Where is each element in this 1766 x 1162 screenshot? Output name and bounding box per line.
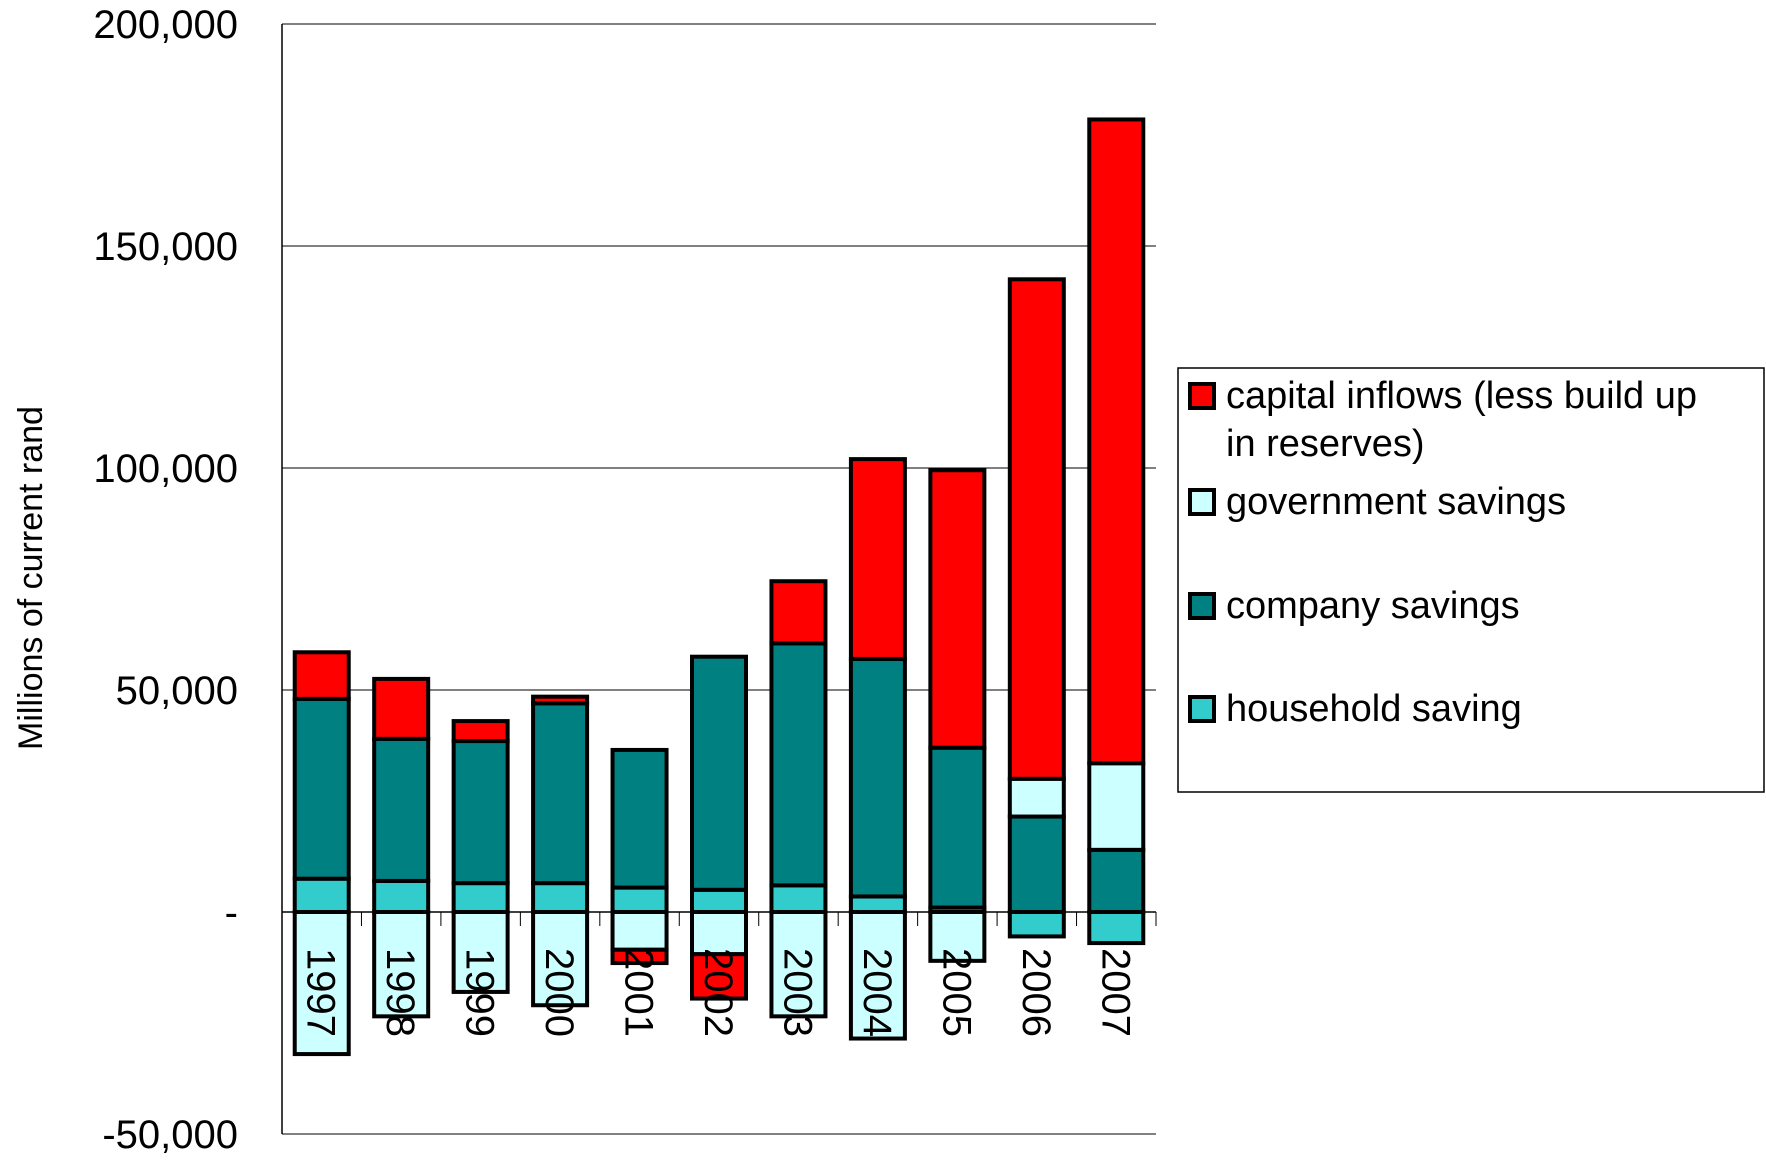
bar-segment-capital-1997 xyxy=(292,650,351,701)
bar-segment-government-2006 xyxy=(1007,776,1066,819)
bar-segment-company-2005 xyxy=(928,745,987,910)
bar-segment-capital-2003 xyxy=(769,579,828,646)
x-category-label-2004: 2004 xyxy=(855,948,899,1037)
y-axis-tick-labels: 200,000 150,000 100,000 50,000 - -50,000 xyxy=(93,3,238,1157)
bar-segment-company-2000 xyxy=(531,701,590,886)
bar-segment-company-2002 xyxy=(690,654,748,892)
x-category-label-2007: 2007 xyxy=(1093,948,1137,1037)
bar-segment-capital-1999 xyxy=(451,719,510,744)
bar-segment-household-2006 xyxy=(1007,910,1066,939)
x-axis-category-labels: 1997 1998 1999 2000 2001 2002 2003 2004 2005 2006… xyxy=(299,948,1138,1037)
legend-swatch-2 xyxy=(1188,592,1216,620)
legend-label-3: household saving xyxy=(1226,688,1522,730)
x-category-label-2003: 2003 xyxy=(775,948,819,1037)
bar-segment-capital-2000 xyxy=(531,694,590,706)
bar-segment-government-1999 xyxy=(451,910,510,994)
legend-box xyxy=(1177,367,1765,793)
legend-label-0-line2: in reserves) xyxy=(1226,423,1425,465)
x-category-label-2000: 2000 xyxy=(537,948,581,1037)
x-category-label-2002: 2002 xyxy=(696,948,740,1037)
legend-swatch-3 xyxy=(1188,695,1216,723)
bar-segment-household-2001 xyxy=(610,885,669,915)
bar-segment-capital-2001 xyxy=(610,947,669,966)
bar-segment-household-1999 xyxy=(451,881,510,915)
y-tick-label-0: 200,000 xyxy=(93,3,238,47)
bar-segment-government-2005 xyxy=(928,910,987,963)
bar-segment-capital-2007 xyxy=(1087,117,1146,766)
legend-label-1: government savings xyxy=(1226,481,1566,523)
bar-segment-government-2001 xyxy=(610,910,669,952)
bar-segment-company-1998 xyxy=(372,736,431,883)
bar-segment-government-1998 xyxy=(372,910,431,1019)
bar-segment-company-2001 xyxy=(610,747,669,890)
x-category-label-2001: 2001 xyxy=(617,948,661,1037)
bar-segment-capital-2006 xyxy=(1007,277,1066,781)
legend-label-2: company savings xyxy=(1226,585,1520,627)
legend-swatch-1 xyxy=(1188,488,1216,516)
bar-segment-capital-2005 xyxy=(928,468,987,750)
y-axis-title: Millions of current rand xyxy=(12,406,50,750)
bar-segment-household-2000 xyxy=(531,881,590,915)
bar-segment-government-2004 xyxy=(848,910,907,1041)
bar-segment-capital-1998 xyxy=(372,676,431,741)
y-tick-label-4: - xyxy=(225,891,238,935)
y-tick-label-5: -50,000 xyxy=(102,1113,238,1157)
bar-segment-capital-2004 xyxy=(848,457,907,661)
bar-segment-capital-2002 xyxy=(690,952,748,1001)
bar-segment-government-2007 xyxy=(1087,761,1146,852)
bar-segment-company-1997 xyxy=(292,696,351,881)
x-category-label-2006: 2006 xyxy=(1014,948,1058,1037)
legend-label-0: capital inflows (less build up xyxy=(1226,375,1697,417)
bar-segment-company-2004 xyxy=(848,656,907,899)
x-category-label-2005: 2005 xyxy=(934,948,978,1037)
bar-segment-company-1999 xyxy=(451,739,510,886)
legend: capital inflows (less build up in reserve… xyxy=(1177,367,1765,793)
bars xyxy=(292,117,1157,1057)
bar-segment-company-2003 xyxy=(769,641,828,888)
bar-segment-government-2000 xyxy=(531,910,590,1008)
y-tick-label-3: 50,000 xyxy=(116,669,238,713)
bar-segment-household-2003 xyxy=(769,883,828,914)
bar-segment-government-2002 xyxy=(690,910,748,957)
x-category-label-1998: 1998 xyxy=(378,948,422,1037)
bar-segment-household-2004 xyxy=(848,894,907,915)
x-category-label-1999: 1999 xyxy=(458,948,502,1037)
x-category-label-1997: 1997 xyxy=(299,948,343,1037)
bar-segment-household-2002 xyxy=(690,887,748,914)
bar-segment-company-2007 xyxy=(1087,847,1146,915)
legend-swatch-0 xyxy=(1188,382,1216,410)
bar-segment-government-1997 xyxy=(292,910,351,1057)
y-tick-label-1: 150,000 xyxy=(93,225,238,269)
bar-segment-household-2007 xyxy=(1087,910,1146,946)
bar-segment-household-1997 xyxy=(292,876,351,915)
bar-segment-household-1998 xyxy=(372,878,431,914)
bar-segment-company-2006 xyxy=(1007,814,1066,914)
y-tick-label-2: 100,000 xyxy=(93,447,238,491)
bar-segment-government-2003 xyxy=(769,910,828,1019)
